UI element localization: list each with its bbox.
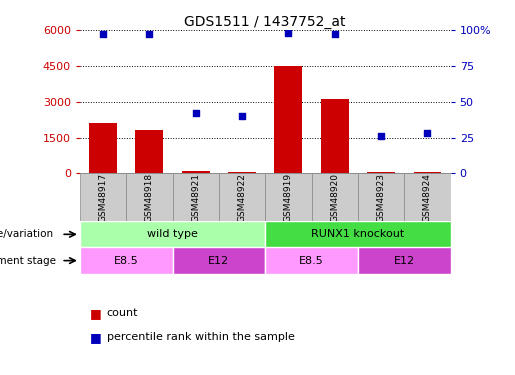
Text: GSM48917: GSM48917	[98, 173, 108, 222]
Text: GSM48921: GSM48921	[191, 173, 200, 222]
Text: ■: ■	[90, 331, 102, 344]
Text: RUNX1 knockout: RUNX1 knockout	[311, 230, 405, 239]
Bar	[126, 173, 173, 221]
Bar	[265, 173, 312, 221]
Text: development stage: development stage	[0, 256, 56, 266]
Text: ■: ■	[90, 307, 102, 320]
Bar	[173, 248, 265, 274]
Point	[99, 31, 107, 37]
Title: GDS1511 / 1437752_at: GDS1511 / 1437752_at	[184, 15, 346, 29]
Text: percentile rank within the sample: percentile rank within the sample	[107, 333, 295, 342]
Bar	[265, 221, 451, 248]
Text: GSM48919: GSM48919	[284, 173, 293, 222]
Point	[145, 31, 153, 37]
Text: GSM48924: GSM48924	[423, 173, 432, 222]
Point	[377, 133, 385, 139]
Point	[238, 113, 246, 119]
Bar	[358, 248, 451, 274]
Bar	[182, 171, 210, 173]
Text: count: count	[107, 308, 138, 318]
Point	[331, 31, 339, 37]
Bar	[358, 173, 404, 221]
Bar	[89, 123, 117, 173]
Text: genotype/variation: genotype/variation	[0, 230, 54, 239]
Point	[284, 30, 293, 36]
Bar	[228, 172, 256, 173]
Bar	[321, 99, 349, 173]
Text: GSM48923: GSM48923	[376, 173, 386, 222]
Point	[192, 110, 200, 116]
Bar	[80, 248, 173, 274]
Text: GSM48918: GSM48918	[145, 173, 154, 222]
Bar	[173, 173, 219, 221]
Bar	[312, 173, 358, 221]
Text: E12: E12	[208, 256, 230, 266]
Text: E8.5: E8.5	[114, 256, 139, 266]
Text: E8.5: E8.5	[299, 256, 324, 266]
Bar	[414, 172, 441, 173]
Bar	[80, 173, 126, 221]
Bar	[80, 221, 265, 248]
Bar	[265, 248, 358, 274]
Text: E12: E12	[393, 256, 415, 266]
Bar	[219, 173, 265, 221]
Bar	[404, 173, 451, 221]
Text: GSM48920: GSM48920	[330, 173, 339, 222]
Text: wild type: wild type	[147, 230, 198, 239]
Text: GSM48922: GSM48922	[237, 173, 247, 222]
Bar	[367, 172, 395, 173]
Bar	[274, 66, 302, 173]
Bar	[135, 130, 163, 173]
Point	[423, 130, 432, 136]
